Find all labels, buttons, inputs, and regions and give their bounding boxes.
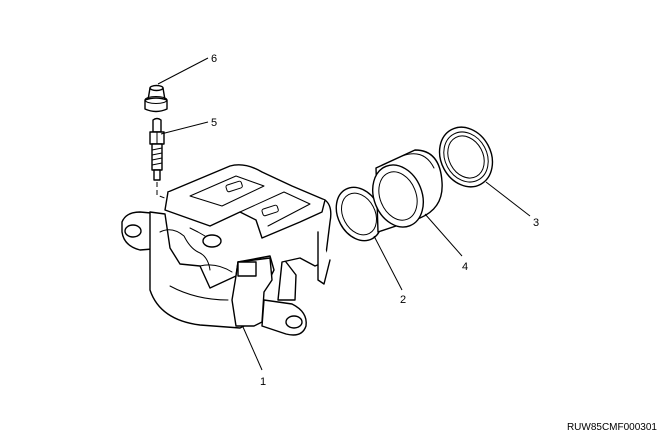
bleeder-cap <box>144 84 168 113</box>
leader-line-5 <box>160 121 209 135</box>
callout-6: 6 <box>211 53 217 65</box>
callout-3: 3 <box>533 217 539 229</box>
piston <box>372 149 443 233</box>
figure-reference-code: RUW85CMF000301 <box>567 422 657 433</box>
caliper-body <box>121 164 332 336</box>
dust-boot <box>438 126 494 188</box>
piston-seal <box>335 186 383 242</box>
leader-line-1 <box>242 326 263 371</box>
bleeder-screw <box>149 117 165 181</box>
leader-line-3 <box>485 181 531 217</box>
callout-2: 2 <box>400 294 406 306</box>
leader-line-2 <box>373 235 403 291</box>
callout-4: 4 <box>462 261 468 273</box>
leader-line-4 <box>424 213 463 257</box>
callout-5: 5 <box>211 117 217 129</box>
leader-line-6 <box>157 57 209 85</box>
callout-1: 1 <box>260 376 266 388</box>
